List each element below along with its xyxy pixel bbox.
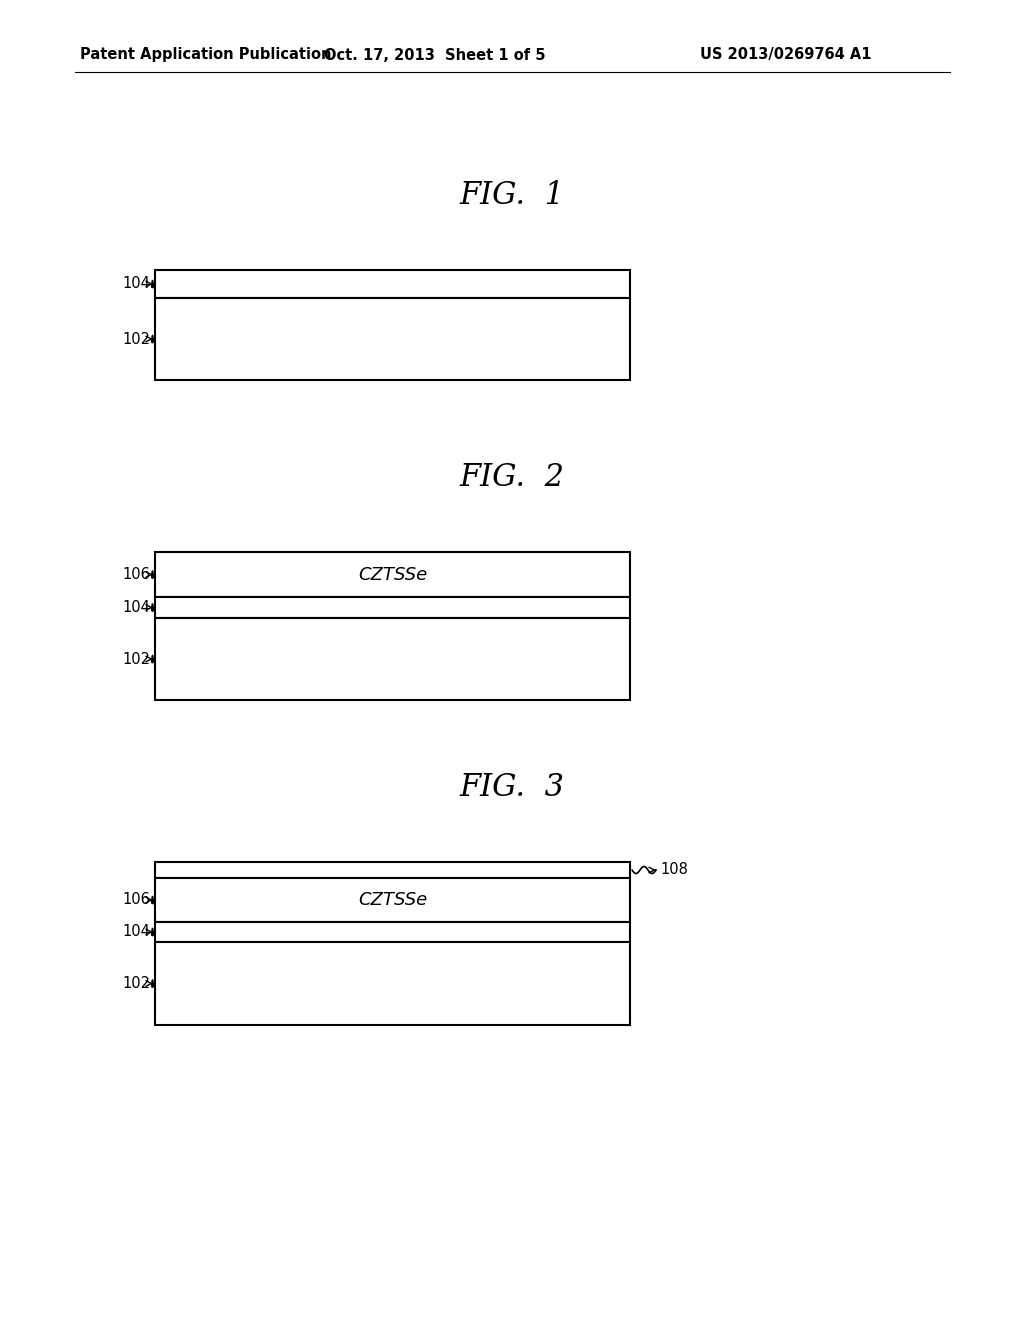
Text: 106: 106: [122, 568, 150, 582]
Text: 106: 106: [122, 892, 150, 908]
Text: CZTSSe: CZTSSe: [357, 565, 427, 583]
Text: US 2013/0269764 A1: US 2013/0269764 A1: [700, 48, 871, 62]
Bar: [155, 942, 630, 1026]
Text: FIG.  1: FIG. 1: [460, 180, 564, 210]
Bar: [155, 552, 630, 597]
Text: 102: 102: [122, 652, 150, 667]
Bar: [155, 921, 630, 942]
Text: 104: 104: [122, 924, 150, 940]
Bar: [155, 298, 630, 380]
Text: 104: 104: [122, 601, 150, 615]
Bar: [155, 597, 630, 618]
Text: FIG.  3: FIG. 3: [460, 772, 564, 804]
Text: CZTSSe: CZTSSe: [357, 891, 427, 909]
Bar: [155, 878, 630, 921]
Bar: [155, 618, 630, 700]
Text: 102: 102: [122, 975, 150, 991]
Text: 108: 108: [660, 862, 688, 878]
Text: 104: 104: [122, 276, 150, 292]
Text: FIG.  2: FIG. 2: [460, 462, 564, 494]
Text: Oct. 17, 2013  Sheet 1 of 5: Oct. 17, 2013 Sheet 1 of 5: [325, 48, 546, 62]
Text: 102: 102: [122, 331, 150, 346]
Bar: [155, 271, 630, 298]
Text: Patent Application Publication: Patent Application Publication: [80, 48, 332, 62]
Bar: [155, 862, 630, 878]
